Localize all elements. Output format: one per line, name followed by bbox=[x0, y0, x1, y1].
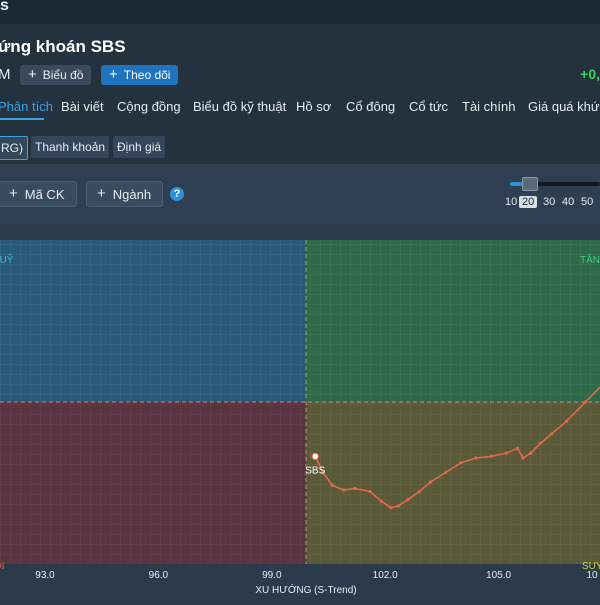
x-axis-label: XU HƯỚNG (S-Trend) bbox=[255, 583, 356, 596]
plus-icon: + bbox=[9, 185, 18, 202]
trend-chart-svg: LUỸ TĂN ỐI SUY 93.096.099.0102.0105.010 … bbox=[0, 224, 600, 600]
trend-points bbox=[311, 400, 588, 510]
trend-point bbox=[521, 456, 525, 460]
tab-financials[interactable]: Tài chính bbox=[462, 99, 516, 114]
add-ticker-label: Mã CK bbox=[24, 186, 65, 202]
tab-dividends[interactable]: Cổ tức bbox=[409, 99, 449, 114]
chart-button-label: Biểu đồ bbox=[42, 68, 84, 82]
trend-point bbox=[368, 490, 372, 494]
x-tick-label: 99.0 bbox=[262, 570, 282, 581]
add-industry-button[interactable]: + Ngành bbox=[86, 181, 163, 207]
trend-point bbox=[417, 490, 421, 494]
trend-point bbox=[321, 470, 325, 474]
top-bar: s bbox=[0, 0, 600, 24]
quadrant-label-bottom-left: ỐI bbox=[0, 558, 5, 572]
plus-icon: + bbox=[109, 66, 118, 83]
chart-grid bbox=[0, 240, 600, 564]
trend-line-sbs bbox=[314, 386, 600, 509]
follow-button-label: Theo dõi bbox=[123, 68, 171, 82]
subtab-liquidity[interactable]: Thanh khoản bbox=[31, 136, 110, 158]
trend-point bbox=[474, 456, 478, 460]
slider-option-20[interactable]: 20 bbox=[519, 196, 538, 208]
x-axis-ticks: 93.0 96.0 99.0 102.0 105.0 10 bbox=[35, 570, 598, 581]
slider-option-40[interactable]: 40 bbox=[562, 196, 575, 208]
exchange-label: M bbox=[0, 66, 11, 83]
trend-point bbox=[428, 480, 433, 484]
tab-analysis[interactable]: Phân tích bbox=[0, 99, 53, 114]
tab-profile[interactable]: Hồ sơ bbox=[296, 99, 332, 114]
subtab-trend[interactable]: RG) bbox=[0, 136, 28, 160]
x-tick-label: 105.0 bbox=[486, 570, 511, 581]
quadrant-label-top-left: LUỸ bbox=[0, 253, 14, 266]
tab-shareholders[interactable]: Cổ đông bbox=[346, 99, 396, 114]
trend-point bbox=[406, 498, 410, 502]
add-ticker-button[interactable]: + Mã CK bbox=[0, 181, 77, 207]
series-label-sbs: SBS bbox=[305, 465, 325, 476]
trend-point bbox=[389, 506, 393, 510]
top-bar-title: s bbox=[0, 0, 9, 14]
tab-posts[interactable]: Bài viết bbox=[61, 99, 104, 114]
chart-button[interactable]: + Biểu đồ bbox=[20, 65, 92, 85]
trend-point bbox=[342, 488, 346, 492]
trend-point bbox=[504, 451, 508, 455]
trend-point bbox=[538, 442, 542, 446]
follow-button[interactable]: + Theo dõi bbox=[101, 65, 179, 85]
trend-point bbox=[489, 454, 493, 458]
x-tick-label: 93.0 bbox=[35, 570, 55, 581]
slider-option-50[interactable]: 50 bbox=[581, 196, 594, 208]
plus-icon: + bbox=[97, 185, 106, 202]
trend-point bbox=[549, 432, 554, 436]
tab-technical-chart[interactable]: Biểu đồ kỹ thuật bbox=[193, 99, 287, 114]
tab-community[interactable]: Cộng đồng bbox=[117, 99, 181, 114]
trend-chart: LUỸ TĂN ỐI SUY 93.096.099.0102.0105.010 … bbox=[0, 224, 600, 600]
page-title: ứng khoán SBS bbox=[0, 37, 126, 56]
period-slider-fill bbox=[510, 182, 528, 186]
current-point-marker[interactable] bbox=[311, 452, 320, 461]
quadrant-label-bottom-right: SUY bbox=[582, 561, 600, 572]
trend-point bbox=[353, 486, 357, 490]
active-tab-indicator bbox=[0, 118, 44, 120]
trend-point bbox=[379, 499, 384, 503]
add-industry-label: Ngành bbox=[112, 186, 152, 202]
plus-icon: + bbox=[28, 66, 37, 83]
trend-point bbox=[396, 504, 401, 508]
slider-option-10[interactable]: 10 bbox=[505, 196, 518, 208]
help-icon[interactable]: ? bbox=[170, 187, 184, 201]
tab-price-history[interactable]: Giá quá khứ bbox=[528, 99, 600, 114]
price-change: +0, bbox=[580, 66, 600, 82]
period-slider-track[interactable] bbox=[510, 182, 600, 186]
quadrant-label-top-right: TĂN bbox=[580, 253, 600, 266]
main-tabs: Phân tích Bài viết Cộng đồng Biểu đồ kỹ … bbox=[0, 96, 600, 122]
trend-point bbox=[459, 461, 463, 465]
slider-option-30[interactable]: 30 bbox=[543, 196, 556, 208]
trend-point bbox=[515, 446, 520, 450]
trend-point bbox=[330, 483, 334, 487]
x-tick-label: 96.0 bbox=[149, 570, 169, 581]
x-tick-label: 102.0 bbox=[373, 570, 398, 581]
trend-point bbox=[444, 470, 448, 474]
x-tick-label: 10 bbox=[586, 570, 598, 581]
period-slider-handle[interactable] bbox=[522, 177, 538, 191]
trend-point bbox=[529, 451, 533, 455]
trend-point bbox=[565, 419, 569, 423]
trend-point bbox=[583, 400, 588, 404]
subtab-valuation[interactable]: Định giá bbox=[113, 136, 166, 158]
